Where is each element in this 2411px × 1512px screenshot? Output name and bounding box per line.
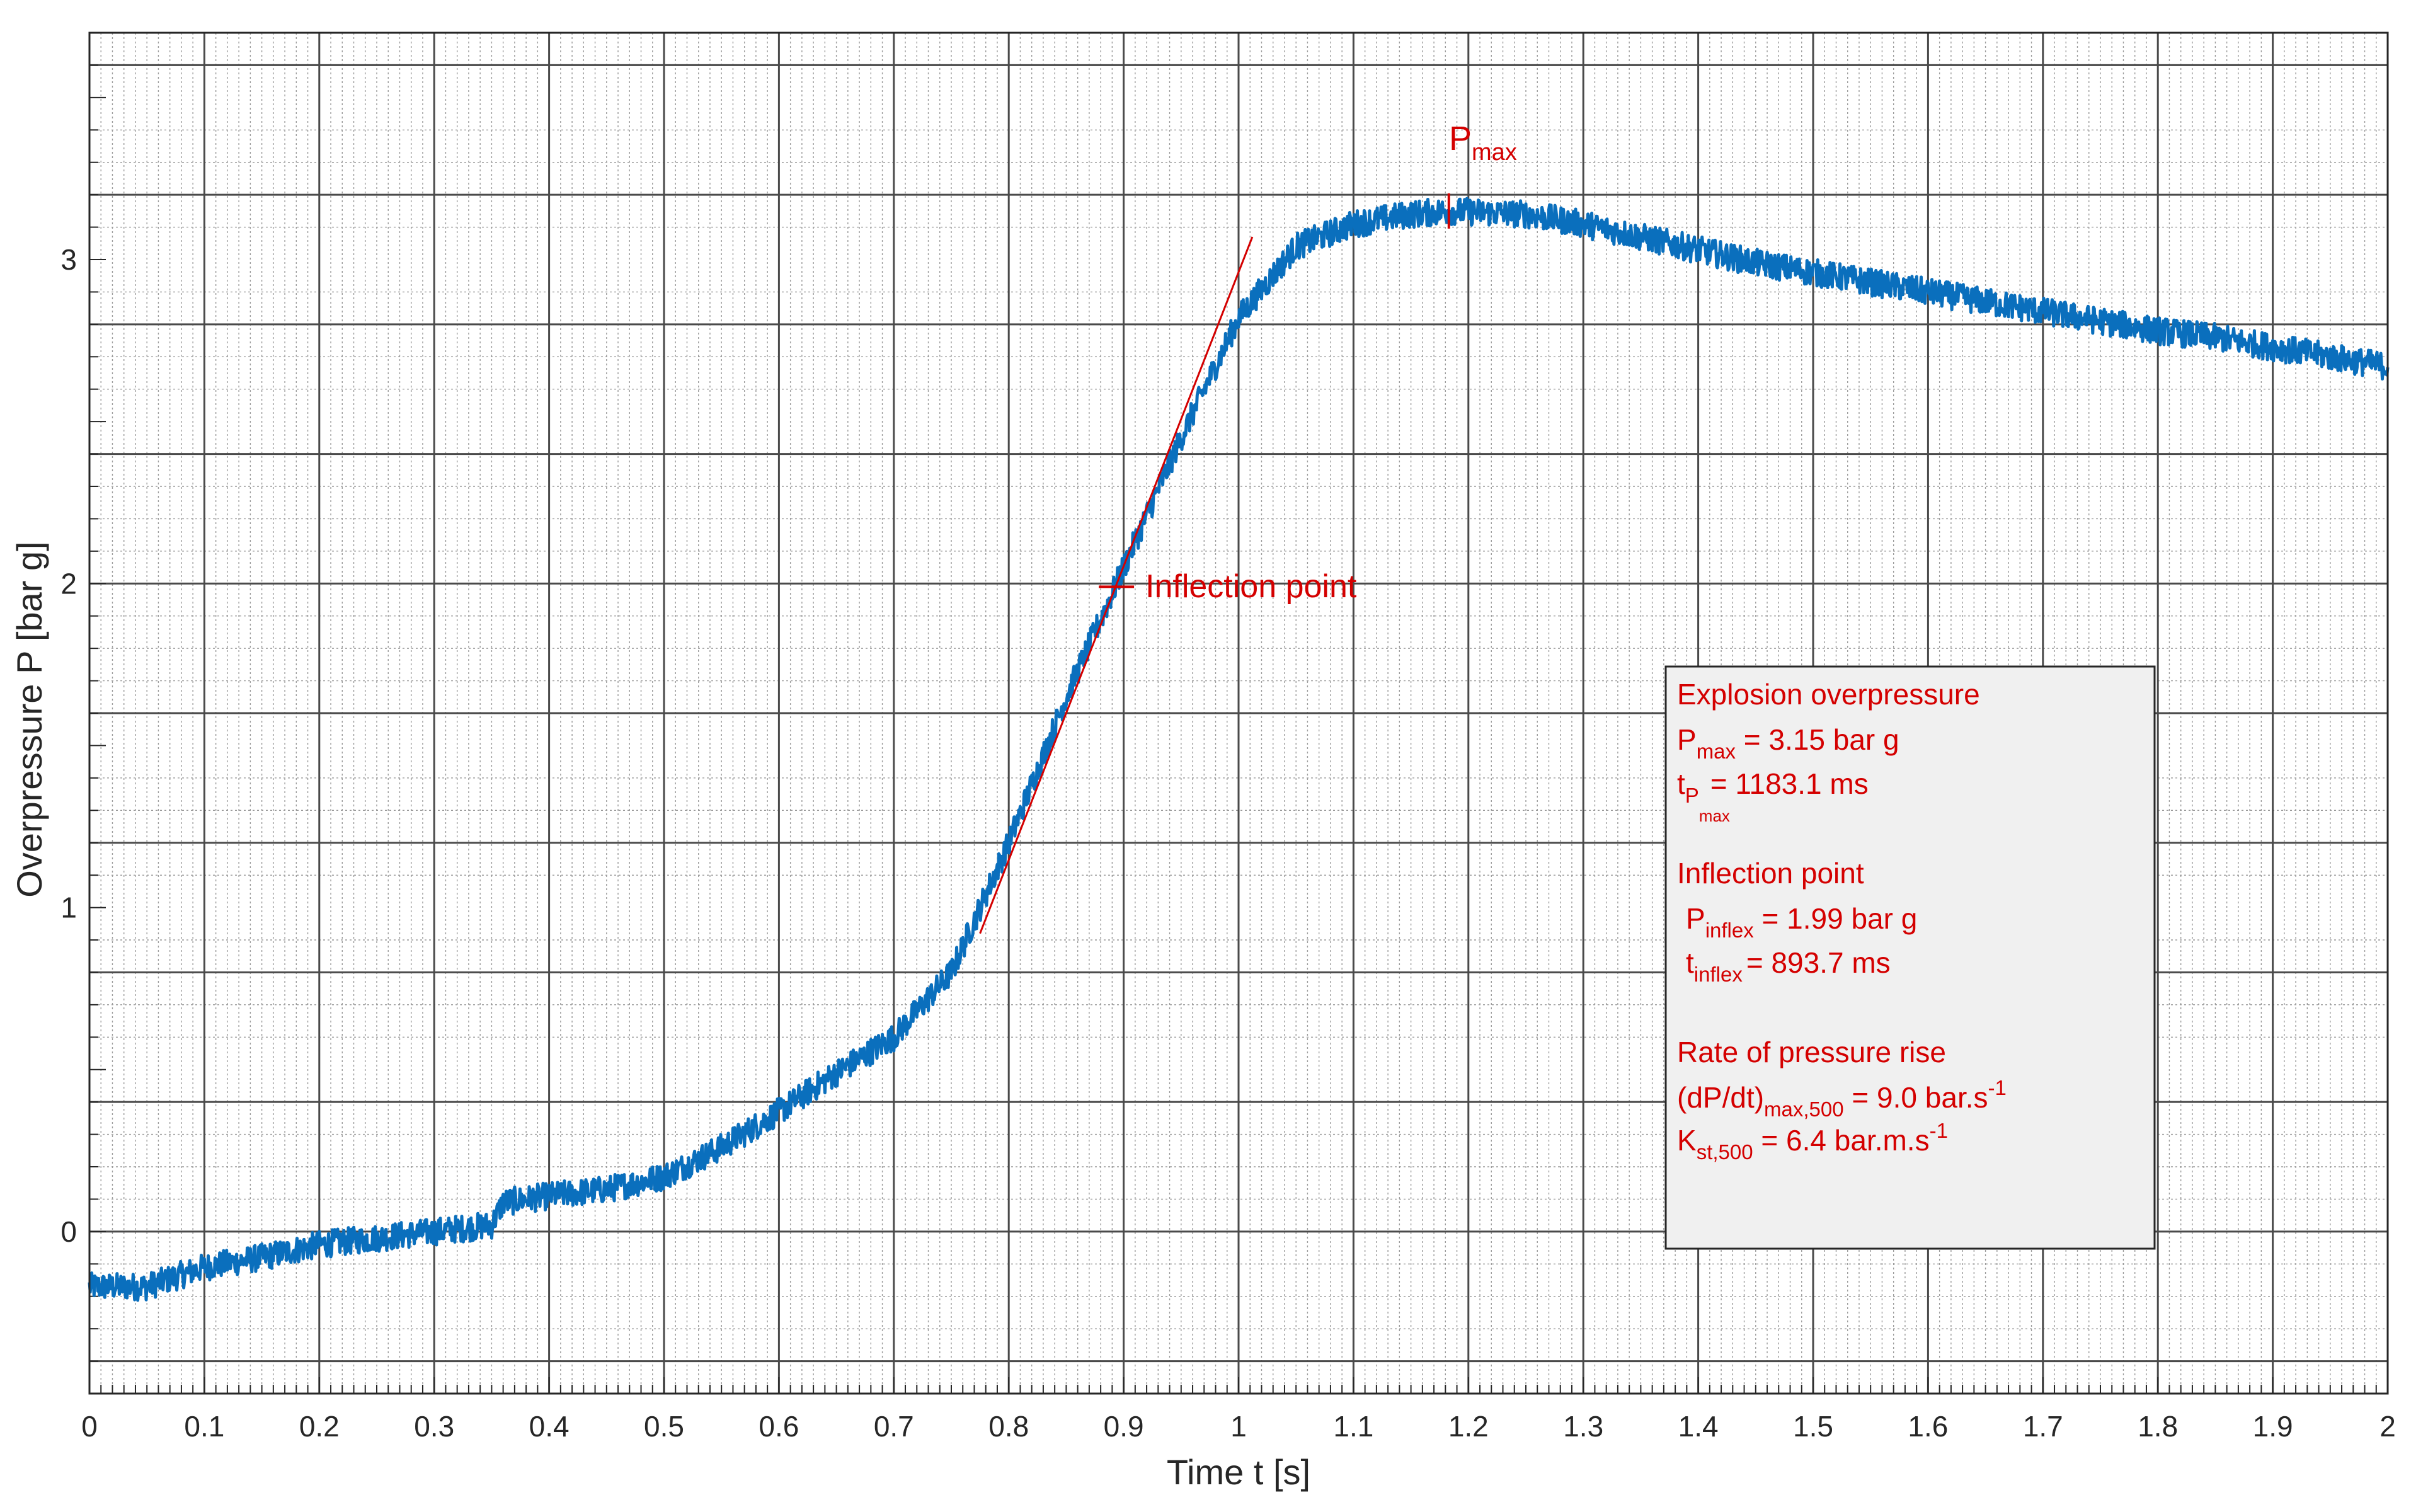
y-tick-label: 2: [60, 567, 77, 600]
info-pinflex-sub: inflex: [1705, 919, 1755, 942]
info-heading-rate: Rate of pressure rise: [1677, 1036, 1946, 1068]
pmax-label-main: P: [1449, 120, 1472, 158]
info-tpmax-sub: P: [1685, 784, 1699, 807]
x-tick-label: 2: [2380, 1410, 2396, 1443]
info-box: Explosion overpressure Pmax = 3.15 bar g…: [1664, 665, 2156, 1250]
x-tick-label: 0.7: [874, 1410, 914, 1443]
info-heading-overpressure: Explosion overpressure: [1677, 678, 1980, 711]
info-pinflex-main: P: [1686, 902, 1705, 935]
x-tick-label: 0.4: [529, 1410, 570, 1443]
info-dpdt-line: (dP/dt)max,500 = 9.0 bar.s-1: [1677, 1076, 2007, 1121]
info-kst-sub: st,500: [1697, 1140, 1753, 1164]
x-tick-label: 0.9: [1104, 1410, 1144, 1443]
info-tinflex-line: tinflex = 893.7 ms: [1686, 946, 1891, 986]
x-tick-label: 0.3: [414, 1410, 454, 1443]
info-tpmax-subsub: max: [1699, 806, 1730, 825]
info-dpdt-value: = 9.0 bar.s: [1844, 1081, 1988, 1114]
x-tick-label: 1.1: [1333, 1410, 1373, 1443]
info-kst-sup: -1: [1930, 1119, 1948, 1142]
x-tick-label: 1.6: [1908, 1410, 1948, 1443]
x-tick-labels: 0 0.1 0.2 0.3 0.4 0.5 0.6 0.7 0.8 0.9 1 1.1 1.2 1.3 1.…: [81, 1410, 2396, 1443]
info-tpmax-value: = 1183.1 ms: [1702, 767, 1869, 800]
info-dpdt-sub: max,500: [1764, 1097, 1844, 1121]
info-tinflex-main: t: [1686, 946, 1694, 979]
x-tick-label: 0.5: [644, 1410, 684, 1443]
x-tick-label: 1.2: [1448, 1410, 1489, 1443]
info-kst-main: K: [1677, 1124, 1697, 1157]
pmax-label-sub: max: [1472, 139, 1517, 166]
y-tick-labels: 0 1 2 3: [60, 243, 77, 1248]
info-pmax-main: P: [1677, 723, 1697, 756]
x-tick-label: 0.8: [988, 1410, 1029, 1443]
info-pinflex-line: Pinflex = 1.99 bar g: [1686, 902, 1917, 942]
info-heading-inflection: Inflection point: [1677, 857, 1864, 890]
info-dpdt-sup: -1: [1988, 1076, 2007, 1099]
x-tick-label: 0.6: [759, 1410, 799, 1443]
x-tick-label: 1: [1230, 1410, 1247, 1443]
info-pmax-value: = 3.15 bar g: [1736, 723, 1899, 756]
info-pinflex-value: = 1.99 bar g: [1754, 902, 1918, 935]
y-tick-label: 0: [60, 1215, 77, 1248]
x-tick-label: 0: [81, 1410, 98, 1443]
info-kst-line: Kst,500 = 6.4 bar.m.s-1: [1677, 1119, 1948, 1164]
inflection-point-label: Inflection point: [1145, 568, 1357, 605]
x-axis-title: Time t [s]: [1167, 1452, 1310, 1492]
info-box-background: [1664, 665, 2156, 1250]
info-kst-value: = 6.4 bar.m.s: [1753, 1124, 1930, 1157]
x-tick-label: 0.1: [184, 1410, 224, 1443]
x-tick-label: 1.5: [1793, 1410, 1833, 1443]
info-tpmax-main: t: [1677, 767, 1685, 800]
major-grid: [89, 33, 2388, 1394]
x-tick-label: 1.4: [1678, 1410, 1719, 1443]
y-tick-label: 1: [60, 891, 77, 924]
x-tick-label: 0.2: [299, 1410, 340, 1443]
pressure-trace: [88, 197, 2390, 1302]
series-layer: [88, 197, 2390, 1302]
info-pmax-line: Pmax = 3.15 bar g: [1677, 723, 1899, 763]
pmax-label: Pmax: [1449, 120, 1517, 166]
plot-frame: [88, 32, 2389, 1395]
x-tick-label: 1.7: [2023, 1410, 2063, 1443]
info-tinflex-value: = 893.7 ms: [1746, 946, 1891, 979]
tangent-line: [979, 236, 1254, 934]
info-pmax-sub: max: [1697, 740, 1736, 763]
x-tick-label: 1.3: [1563, 1410, 1603, 1443]
y-tick-label: 3: [60, 243, 77, 276]
info-tpmax-line: tPmax = 1183.1 ms: [1677, 767, 1869, 825]
info-dpdt-main: (dP/dt): [1677, 1081, 1764, 1114]
y-axis-title: Overpressure P [bar g]: [9, 541, 49, 897]
x-tick-label: 1.9: [2253, 1410, 2293, 1443]
info-tinflex-sub: inflex: [1694, 963, 1743, 986]
annotation-layer: [979, 193, 1450, 934]
x-tick-label: 1.8: [2138, 1410, 2178, 1443]
